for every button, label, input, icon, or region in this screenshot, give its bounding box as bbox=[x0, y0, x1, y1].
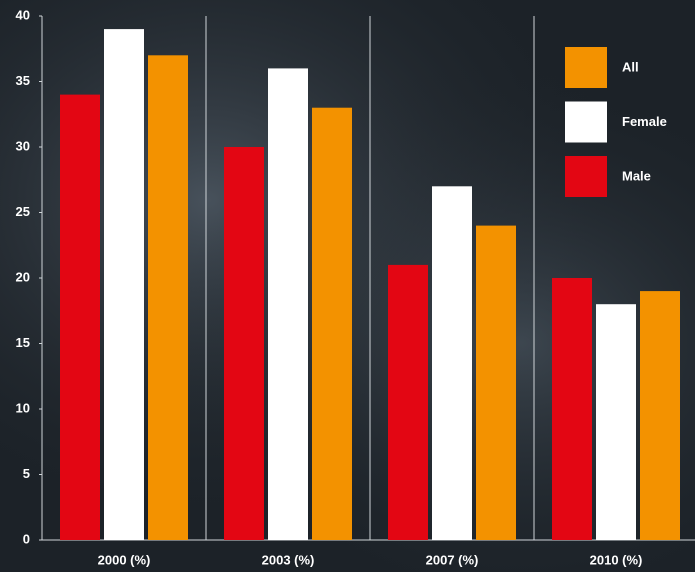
x-tick-label: 2010 (%) bbox=[590, 552, 643, 567]
y-tick-label: 30 bbox=[16, 138, 30, 153]
bar bbox=[552, 278, 592, 540]
legend-swatch bbox=[565, 47, 607, 88]
y-tick-label: 5 bbox=[23, 466, 30, 481]
bar bbox=[148, 55, 188, 541]
x-tick-label: 2003 (%) bbox=[262, 552, 315, 567]
legend-label: Female bbox=[622, 114, 667, 129]
y-tick-label: 10 bbox=[16, 400, 30, 415]
x-tick-label: 2007 (%) bbox=[426, 552, 479, 567]
bar bbox=[224, 147, 264, 540]
y-tick-label: 0 bbox=[23, 531, 30, 546]
bar bbox=[596, 304, 636, 540]
y-tick-label: 20 bbox=[16, 269, 30, 284]
x-tick-label: 2000 (%) bbox=[98, 552, 151, 567]
y-tick-label: 35 bbox=[16, 73, 30, 88]
legend-label: Male bbox=[622, 168, 651, 183]
y-tick-label: 40 bbox=[16, 7, 30, 22]
bar bbox=[104, 29, 144, 540]
legend-label: All bbox=[622, 59, 639, 74]
bar bbox=[476, 225, 516, 540]
bar bbox=[60, 94, 100, 540]
bar bbox=[268, 68, 308, 541]
bar bbox=[312, 107, 352, 540]
bar bbox=[640, 291, 680, 540]
y-tick-label: 15 bbox=[16, 335, 30, 350]
legend-swatch bbox=[565, 101, 607, 143]
legend-swatch bbox=[565, 156, 607, 197]
bar bbox=[432, 186, 472, 541]
bar bbox=[388, 264, 428, 540]
y-tick-label: 25 bbox=[16, 204, 30, 219]
